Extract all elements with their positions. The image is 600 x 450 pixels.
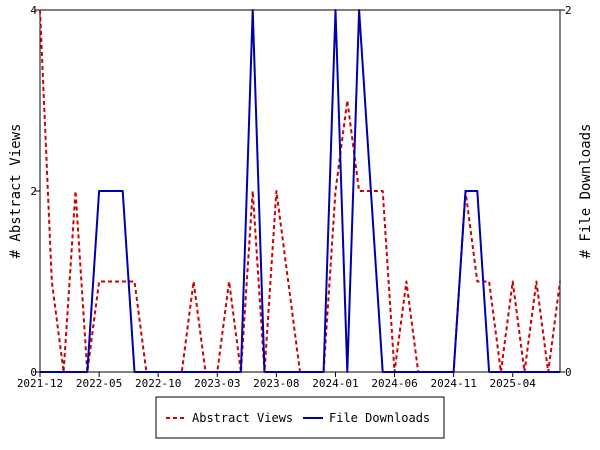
x-tick-label: 2021-12: [17, 377, 63, 390]
legend-box: [155, 396, 445, 439]
legend-label-file-downloads: File Downloads: [329, 411, 430, 425]
y-tick-label-right: 0: [565, 366, 572, 379]
series-line-file-downloads: [40, 9, 560, 373]
y-axis-title-right: # File Downloads: [578, 124, 594, 259]
x-tick-label: 2024-11: [430, 377, 476, 390]
x-axis: 2021-12 2022-05 2022-10 2023-03 2023-08 2024-…: [17, 372, 536, 390]
x-tick-label: 2024-01: [312, 377, 358, 390]
x-tick-label: 2024-06: [371, 377, 417, 390]
y-axis-title-left: # Abstract Views: [8, 124, 24, 259]
y-tick-label-right: 2: [565, 4, 572, 17]
x-tick-label: 2025-04: [490, 377, 537, 390]
y-axis-left: 0 2 4: [30, 4, 40, 379]
series-lines: [39, 9, 561, 373]
y-tick-label-left: 0: [30, 366, 37, 379]
x-tick-label: 2023-03: [194, 377, 240, 390]
y-tick-label-left: 2: [30, 185, 37, 198]
y-tick-label-left: 4: [30, 4, 37, 17]
x-tick-label: 2022-05: [76, 377, 122, 390]
legend-label-abstract-views: Abstract Views: [192, 411, 293, 425]
x-tick-label: 2022-10: [135, 377, 181, 390]
y-axis-right: 02: [560, 4, 572, 379]
legend: Abstract Views File Downloads: [155, 396, 445, 439]
x-tick-label: 2023-08: [253, 377, 299, 390]
